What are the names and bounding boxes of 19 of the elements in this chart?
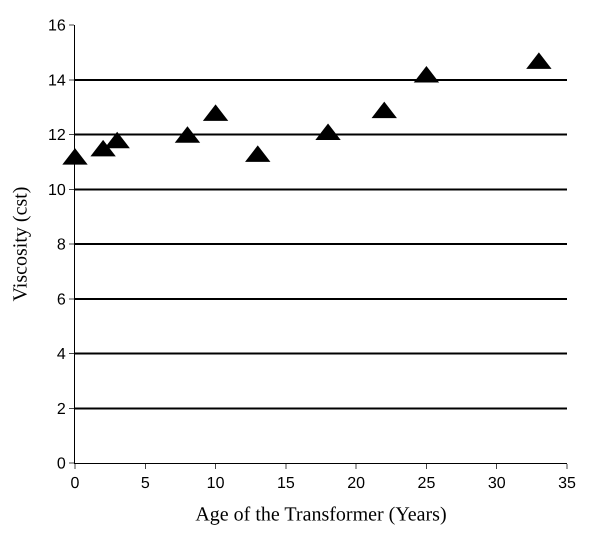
x-tick-label: 5 bbox=[140, 475, 150, 492]
y-tick-label: 10 bbox=[48, 182, 66, 199]
y-tick-label: 0 bbox=[56, 456, 66, 473]
x-axis-title: Age of the Transformer (Years) bbox=[195, 504, 447, 526]
x-tick-label: 0 bbox=[70, 475, 80, 492]
y-tick-label: 2 bbox=[56, 400, 66, 418]
x-tick-label: 20 bbox=[347, 475, 366, 492]
x-tick-label: 30 bbox=[488, 475, 506, 492]
y-tick-label: 6 bbox=[56, 291, 66, 308]
x-tick-label: 15 bbox=[276, 475, 295, 492]
y-tick-label: 4 bbox=[56, 346, 66, 364]
y-tick-label: 12 bbox=[48, 127, 66, 144]
y-tick-label: 14 bbox=[48, 72, 66, 90]
x-tick-label: 35 bbox=[558, 475, 576, 492]
x-tick-label: 10 bbox=[206, 475, 225, 492]
x-tick-label: 25 bbox=[418, 475, 436, 492]
y-tick-label: 16 bbox=[48, 18, 66, 35]
y-axis-title: Viscosity (cst) bbox=[10, 186, 32, 302]
y-tick-label: 8 bbox=[56, 236, 66, 254]
